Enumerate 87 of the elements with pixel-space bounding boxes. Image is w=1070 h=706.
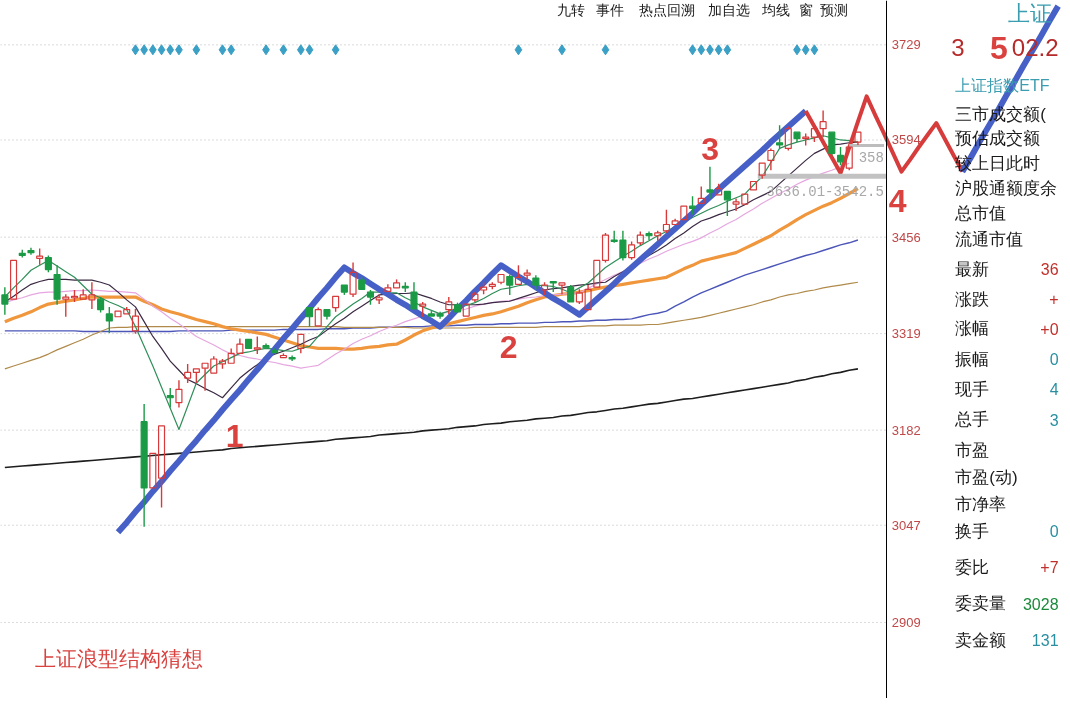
y-tick-label: 3729	[891, 37, 921, 53]
candlestick	[410, 281, 418, 310]
annotation: 4	[1049, 381, 1059, 399]
annotation: 市盈	[955, 440, 990, 460]
annotation: 流通市值	[955, 230, 1024, 250]
annotation: 涨跌	[955, 289, 990, 309]
candlestick	[245, 338, 253, 350]
y-tick-label: 3319	[891, 326, 921, 342]
annotation: 3	[1049, 411, 1059, 429]
candlestick	[175, 379, 183, 409]
annotation: 5	[990, 29, 1008, 66]
annotation: 涨幅	[955, 319, 990, 339]
annotation: 36	[1040, 261, 1059, 279]
annotation: 0	[1049, 523, 1059, 541]
annotation: 市净率	[955, 495, 1007, 515]
annotation: +0	[1040, 320, 1059, 338]
candlestick	[758, 162, 766, 180]
candlestick	[749, 180, 758, 191]
candlestick	[53, 264, 61, 306]
annotation: 4	[888, 183, 907, 220]
annotation: 事件	[595, 2, 624, 19]
annotation: 0	[1049, 351, 1059, 369]
candlestick	[62, 293, 70, 318]
candlestick	[323, 309, 331, 321]
candlestick	[819, 109, 827, 138]
annotation: 窗	[799, 2, 814, 19]
annotation: 加自选	[708, 2, 751, 19]
y-tick-label: 3594	[891, 132, 921, 148]
annotation: 1	[225, 417, 244, 454]
y-tick-label: 2909	[891, 614, 921, 630]
annotation: 较上日此时	[955, 154, 1041, 174]
annotation: 委卖量	[955, 594, 1007, 614]
candlestick	[706, 166, 714, 200]
annotation: 总手	[954, 410, 990, 430]
candlestick	[157, 425, 166, 509]
candlestick	[445, 296, 453, 315]
annotation: +	[1049, 291, 1059, 309]
annotation: 上证	[1007, 0, 1052, 26]
annotation: 3	[701, 130, 720, 167]
annotation: 九转	[557, 2, 586, 19]
annotation: 换手	[955, 521, 990, 541]
candlestick	[10, 259, 18, 300]
candlestick	[462, 303, 470, 317]
candlestick	[776, 124, 784, 150]
candlestick	[27, 247, 35, 256]
candlestick	[854, 131, 862, 146]
annotation: 热点回溯	[639, 2, 696, 19]
candlestick	[288, 354, 296, 362]
candlestick	[523, 268, 531, 281]
annotation: 振幅	[955, 349, 990, 369]
annotation: 3028	[1022, 595, 1059, 613]
candlestick	[593, 259, 601, 288]
annotation: 预测	[820, 2, 849, 19]
candlestick	[645, 230, 653, 241]
candlestick	[793, 131, 801, 143]
line-series	[4, 368, 859, 469]
annotation: 131	[1031, 632, 1059, 650]
annotation: 总市值	[954, 203, 1007, 223]
candlestick	[471, 291, 479, 303]
annotation: 3	[951, 34, 965, 62]
candlestick	[1, 286, 9, 316]
candlestick	[680, 205, 688, 221]
candlestick	[349, 261, 357, 298]
annotation: 卖金额	[955, 630, 1007, 650]
candlestick	[149, 452, 157, 489]
candlestick	[532, 274, 540, 290]
y-tick-label: 3456	[891, 229, 921, 245]
candlestick	[558, 282, 566, 295]
annotation: 均线	[760, 2, 790, 19]
y-tick-label: 3047	[891, 517, 921, 533]
annotation: 现手	[955, 379, 990, 399]
line-series	[4, 239, 859, 333]
annotation: +7	[1040, 559, 1059, 577]
candlestick	[105, 306, 113, 334]
candlestick	[384, 283, 392, 292]
candlestick	[767, 147, 775, 171]
annotation: 委比	[955, 557, 990, 577]
candlestick	[140, 403, 148, 528]
annotation: 358	[858, 149, 884, 166]
annotation: 沪股通额度余	[955, 178, 1058, 198]
y-tick-label: 3182	[891, 422, 921, 438]
annotation: 2	[499, 328, 518, 365]
annotation: 最新	[955, 259, 990, 279]
annotation: 市盈(动)	[955, 467, 1018, 487]
line-series	[4, 281, 859, 370]
text: 上证浪型结构猜想	[35, 647, 204, 671]
candlestick	[297, 333, 305, 355]
